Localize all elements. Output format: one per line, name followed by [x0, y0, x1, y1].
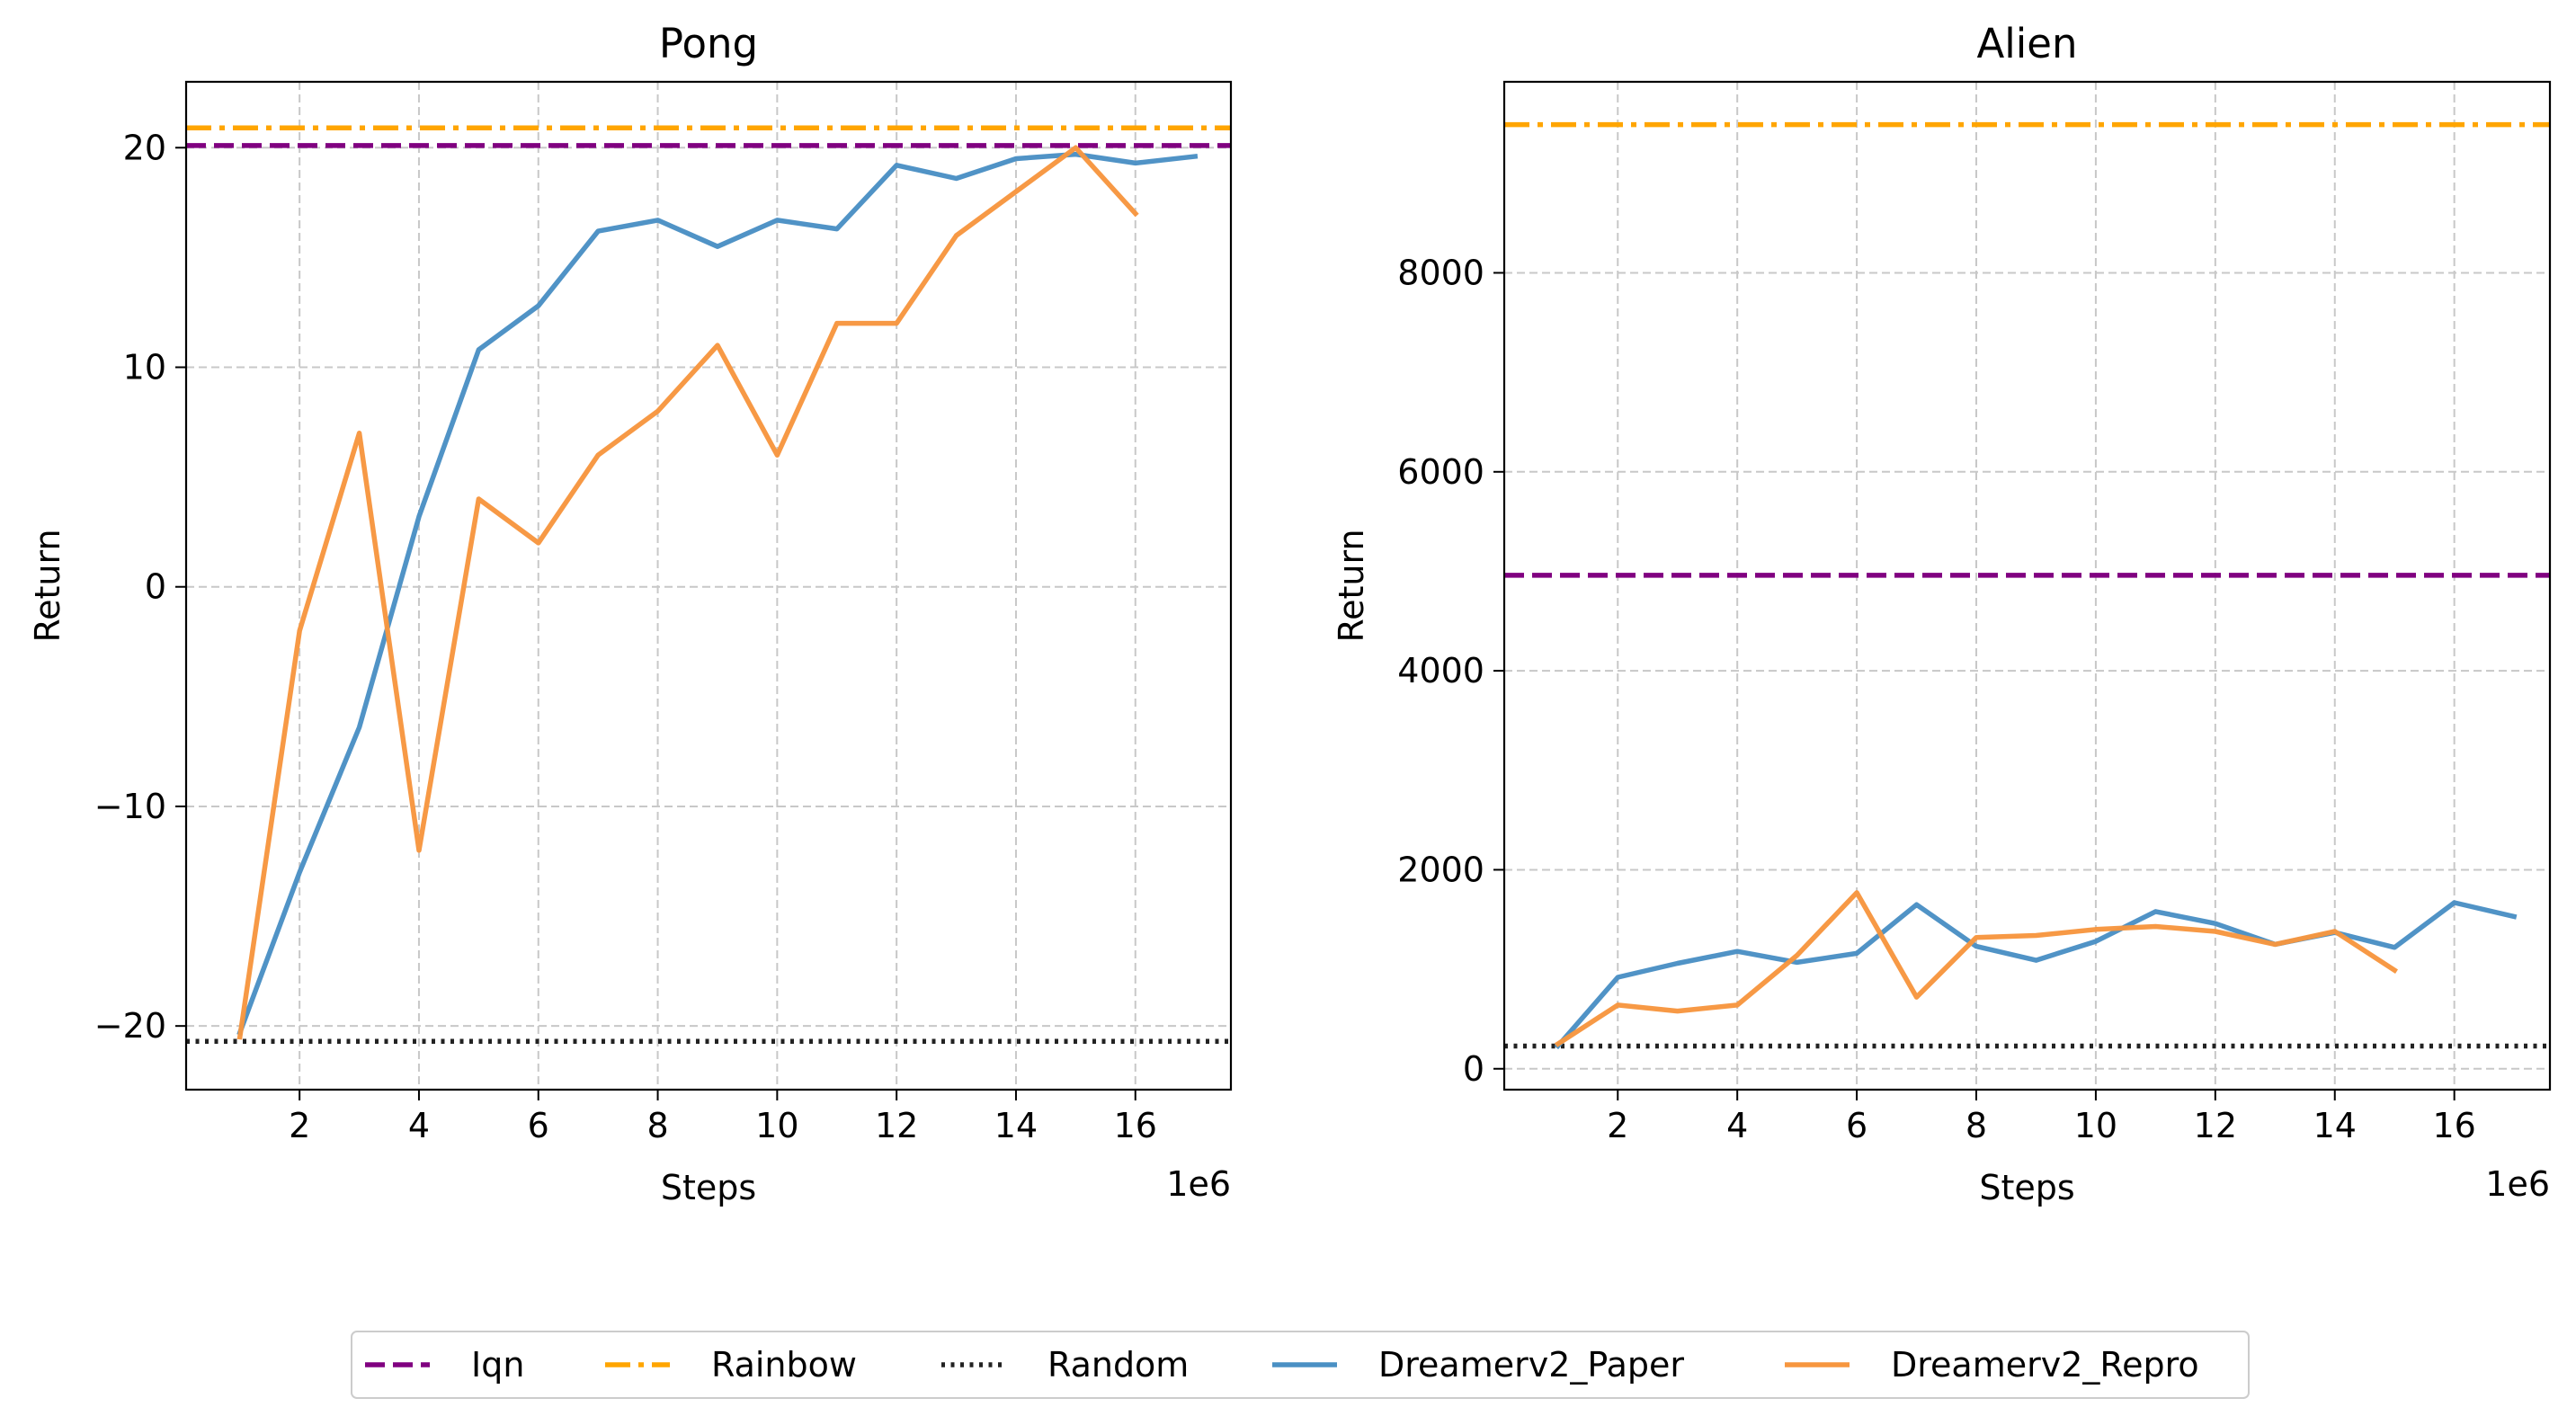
y-tick-label: 0 — [145, 567, 166, 607]
x-tick-label: 12 — [2194, 1106, 2237, 1145]
legend-label: Rainbow — [711, 1345, 857, 1385]
x-tick-label: 2 — [1607, 1106, 1628, 1145]
x-tick-label: 6 — [1846, 1106, 1867, 1145]
legend-label: Random — [1047, 1345, 1189, 1385]
x-tick-label: 14 — [2313, 1106, 2357, 1145]
y-tick-label: −10 — [94, 787, 166, 826]
y-tick-label: 2000 — [1397, 850, 1484, 889]
x-tick-label: 16 — [1114, 1106, 1157, 1145]
axes-frame — [184, 80, 1233, 1091]
series-line-dreamerv2_repro — [236, 145, 1139, 1040]
x-tick-label: 4 — [1726, 1106, 1748, 1145]
legend-entry-iqn: Iqn — [365, 1345, 524, 1385]
x-tick-label: 8 — [646, 1106, 668, 1145]
legend-entry-dreamerv2_paper: Dreamerv2_Paper — [1272, 1345, 1684, 1385]
y-tick-label: −20 — [94, 1006, 166, 1046]
x-axis-label: Steps — [1979, 1168, 2074, 1207]
y-axis-label: Return — [28, 529, 67, 642]
legend-entry-dreamerv2_repro: Dreamerv2_Repro — [1785, 1345, 2199, 1385]
y-tick-label: 10 — [123, 347, 166, 387]
x-tick-label: 10 — [2074, 1106, 2117, 1145]
legend-label: Dreamerv2_Paper — [1378, 1345, 1684, 1385]
y-tick-label: 0 — [1463, 1049, 1484, 1089]
x-offset-label: 1e6 — [2485, 1164, 2550, 1204]
x-tick-label: 4 — [408, 1106, 430, 1145]
legend-label: Iqn — [471, 1345, 524, 1385]
chart-panel-pong: 2 4 6 8 10 12 14 16 −20 −10 0 10 20 Pong Steps 1e6 Retur… — [28, 20, 1233, 1207]
x-offset-label: 1e6 — [1166, 1164, 1231, 1204]
y-tick-label: 4000 — [1397, 651, 1484, 690]
chart-title: Alien — [1977, 20, 2078, 67]
legend: Iqn Rainbow Random Dreamerv2_Paper Dreamerv2… — [351, 1331, 2250, 1399]
y-tick-label: 8000 — [1397, 253, 1484, 292]
data-layer — [1504, 121, 2550, 1050]
x-tick-label: 2 — [289, 1106, 310, 1145]
y-axis-label: Return — [1332, 529, 1371, 642]
legend-entry-random: Random — [941, 1345, 1189, 1385]
legend-label: Dreamerv2_Repro — [1891, 1345, 2199, 1385]
x-tick-label: 8 — [1965, 1106, 1987, 1145]
y-tick-label: 6000 — [1397, 452, 1484, 492]
x-tick-label: 6 — [528, 1106, 549, 1145]
series-line-dreamerv2_paper — [1554, 900, 2518, 1050]
axes-frame — [1502, 80, 2552, 1091]
data-layer — [186, 125, 1231, 1045]
x-tick-label: 16 — [2432, 1106, 2475, 1145]
series-line-dreamerv2_repro — [1554, 890, 2399, 1047]
grid — [186, 82, 1231, 1090]
chart-title: Pong — [659, 20, 758, 67]
legend-entry-rainbow: Rainbow — [605, 1345, 857, 1385]
series-line-dreamerv2_paper — [236, 151, 1199, 1037]
x-tick-label: 14 — [994, 1106, 1038, 1145]
x-axis-label: Steps — [661, 1168, 756, 1207]
x-tick-label: 12 — [875, 1106, 918, 1145]
grid — [1504, 82, 2550, 1090]
y-tick-label: 20 — [123, 128, 166, 167]
chart-panel-alien: 2 4 6 8 10 12 14 16 0 2000 4000 6000 8000 Alien Steps 1… — [1332, 20, 2552, 1207]
x-tick-label: 10 — [755, 1106, 798, 1145]
